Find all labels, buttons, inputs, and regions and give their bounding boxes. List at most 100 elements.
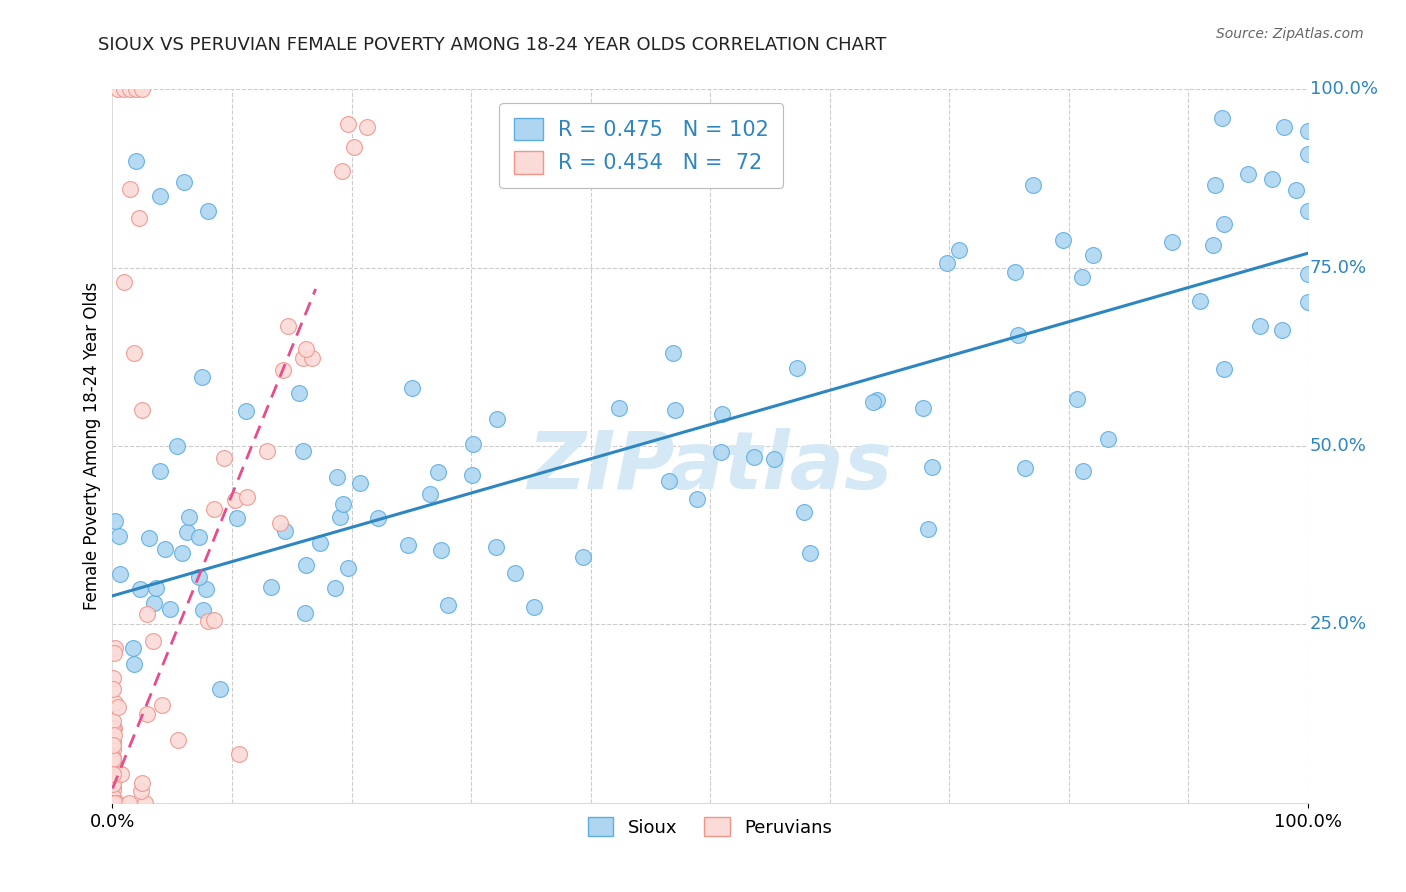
Point xyxy=(742,450,765,465)
Point xyxy=(426,465,449,479)
Point xyxy=(935,256,957,270)
Point xyxy=(134,796,156,810)
Point xyxy=(486,411,509,425)
Point xyxy=(122,640,145,655)
Point xyxy=(125,82,148,96)
Point xyxy=(921,460,943,475)
Point xyxy=(1249,319,1271,334)
Point xyxy=(710,445,733,459)
Point xyxy=(120,82,142,96)
Point xyxy=(658,474,681,488)
Point xyxy=(277,318,299,333)
Point xyxy=(1237,167,1260,181)
Point xyxy=(129,582,152,596)
Point xyxy=(226,511,249,525)
Point xyxy=(332,163,354,178)
Point xyxy=(523,599,546,614)
Point xyxy=(1261,172,1284,186)
Point xyxy=(460,467,482,482)
Point xyxy=(1066,392,1088,406)
Point xyxy=(105,796,128,810)
Point xyxy=(786,360,808,375)
Point xyxy=(1007,328,1029,343)
Point xyxy=(190,369,212,384)
Point xyxy=(911,401,934,415)
Point xyxy=(108,567,131,582)
Point xyxy=(103,756,125,771)
Point xyxy=(104,796,127,810)
Point xyxy=(136,706,159,721)
Point xyxy=(188,570,211,584)
Text: 100.0%: 100.0% xyxy=(1310,80,1378,98)
Point xyxy=(269,516,291,530)
Point xyxy=(1272,120,1295,134)
Point xyxy=(166,732,188,747)
Point xyxy=(235,403,257,417)
Point xyxy=(343,140,366,154)
Point xyxy=(114,275,135,289)
Point xyxy=(149,189,172,203)
Point xyxy=(349,476,371,491)
Point xyxy=(1213,217,1236,231)
Point xyxy=(197,203,219,218)
Point xyxy=(401,381,423,395)
Point xyxy=(103,721,125,735)
Point xyxy=(120,182,142,196)
Point xyxy=(485,540,508,554)
Point xyxy=(153,541,176,556)
Point xyxy=(202,502,225,516)
Text: 25.0%: 25.0% xyxy=(1310,615,1367,633)
Text: ZIPatlas: ZIPatlas xyxy=(527,428,893,507)
Point xyxy=(107,529,129,543)
Point xyxy=(118,796,141,810)
Point xyxy=(292,443,315,458)
Point xyxy=(1296,204,1319,219)
Point xyxy=(337,117,360,131)
Point xyxy=(437,599,460,613)
Point xyxy=(173,175,195,189)
Point xyxy=(122,346,145,360)
Point xyxy=(291,351,314,366)
Point xyxy=(166,439,188,453)
Point xyxy=(396,538,419,552)
Point xyxy=(323,581,346,595)
Point xyxy=(1296,124,1319,138)
Point xyxy=(188,530,211,544)
Point xyxy=(1004,265,1026,279)
Point xyxy=(202,613,225,627)
Point xyxy=(101,723,124,737)
Point xyxy=(1296,268,1319,282)
Point xyxy=(1071,270,1094,285)
Point xyxy=(572,549,595,564)
Point xyxy=(1081,248,1104,262)
Point xyxy=(607,401,630,416)
Point xyxy=(1014,460,1036,475)
Point xyxy=(101,714,124,728)
Point xyxy=(212,450,235,465)
Point xyxy=(101,766,124,780)
Point xyxy=(150,698,173,713)
Text: SIOUX VS PERUVIAN FEMALE POVERTY AMONG 18-24 YEAR OLDS CORRELATION CHART: SIOUX VS PERUVIAN FEMALE POVERTY AMONG 1… xyxy=(98,36,887,54)
Point xyxy=(271,363,294,377)
Point xyxy=(101,758,124,772)
Point xyxy=(228,747,250,761)
Point xyxy=(917,522,939,536)
Point xyxy=(1160,235,1182,250)
Point xyxy=(367,511,389,525)
Point xyxy=(1296,147,1319,161)
Point xyxy=(1285,183,1308,197)
Point xyxy=(1071,464,1094,478)
Point xyxy=(1213,362,1236,376)
Text: 75.0%: 75.0% xyxy=(1310,259,1367,277)
Y-axis label: Female Poverty Among 18-24 Year Olds: Female Poverty Among 18-24 Year Olds xyxy=(83,282,101,610)
Point xyxy=(356,120,378,134)
Point xyxy=(104,514,127,528)
Point xyxy=(430,543,453,558)
Point xyxy=(107,82,129,96)
Point xyxy=(103,757,125,772)
Point xyxy=(129,784,152,798)
Point xyxy=(101,779,124,793)
Point xyxy=(101,752,124,766)
Text: 50.0%: 50.0% xyxy=(1310,437,1367,455)
Point xyxy=(176,524,198,539)
